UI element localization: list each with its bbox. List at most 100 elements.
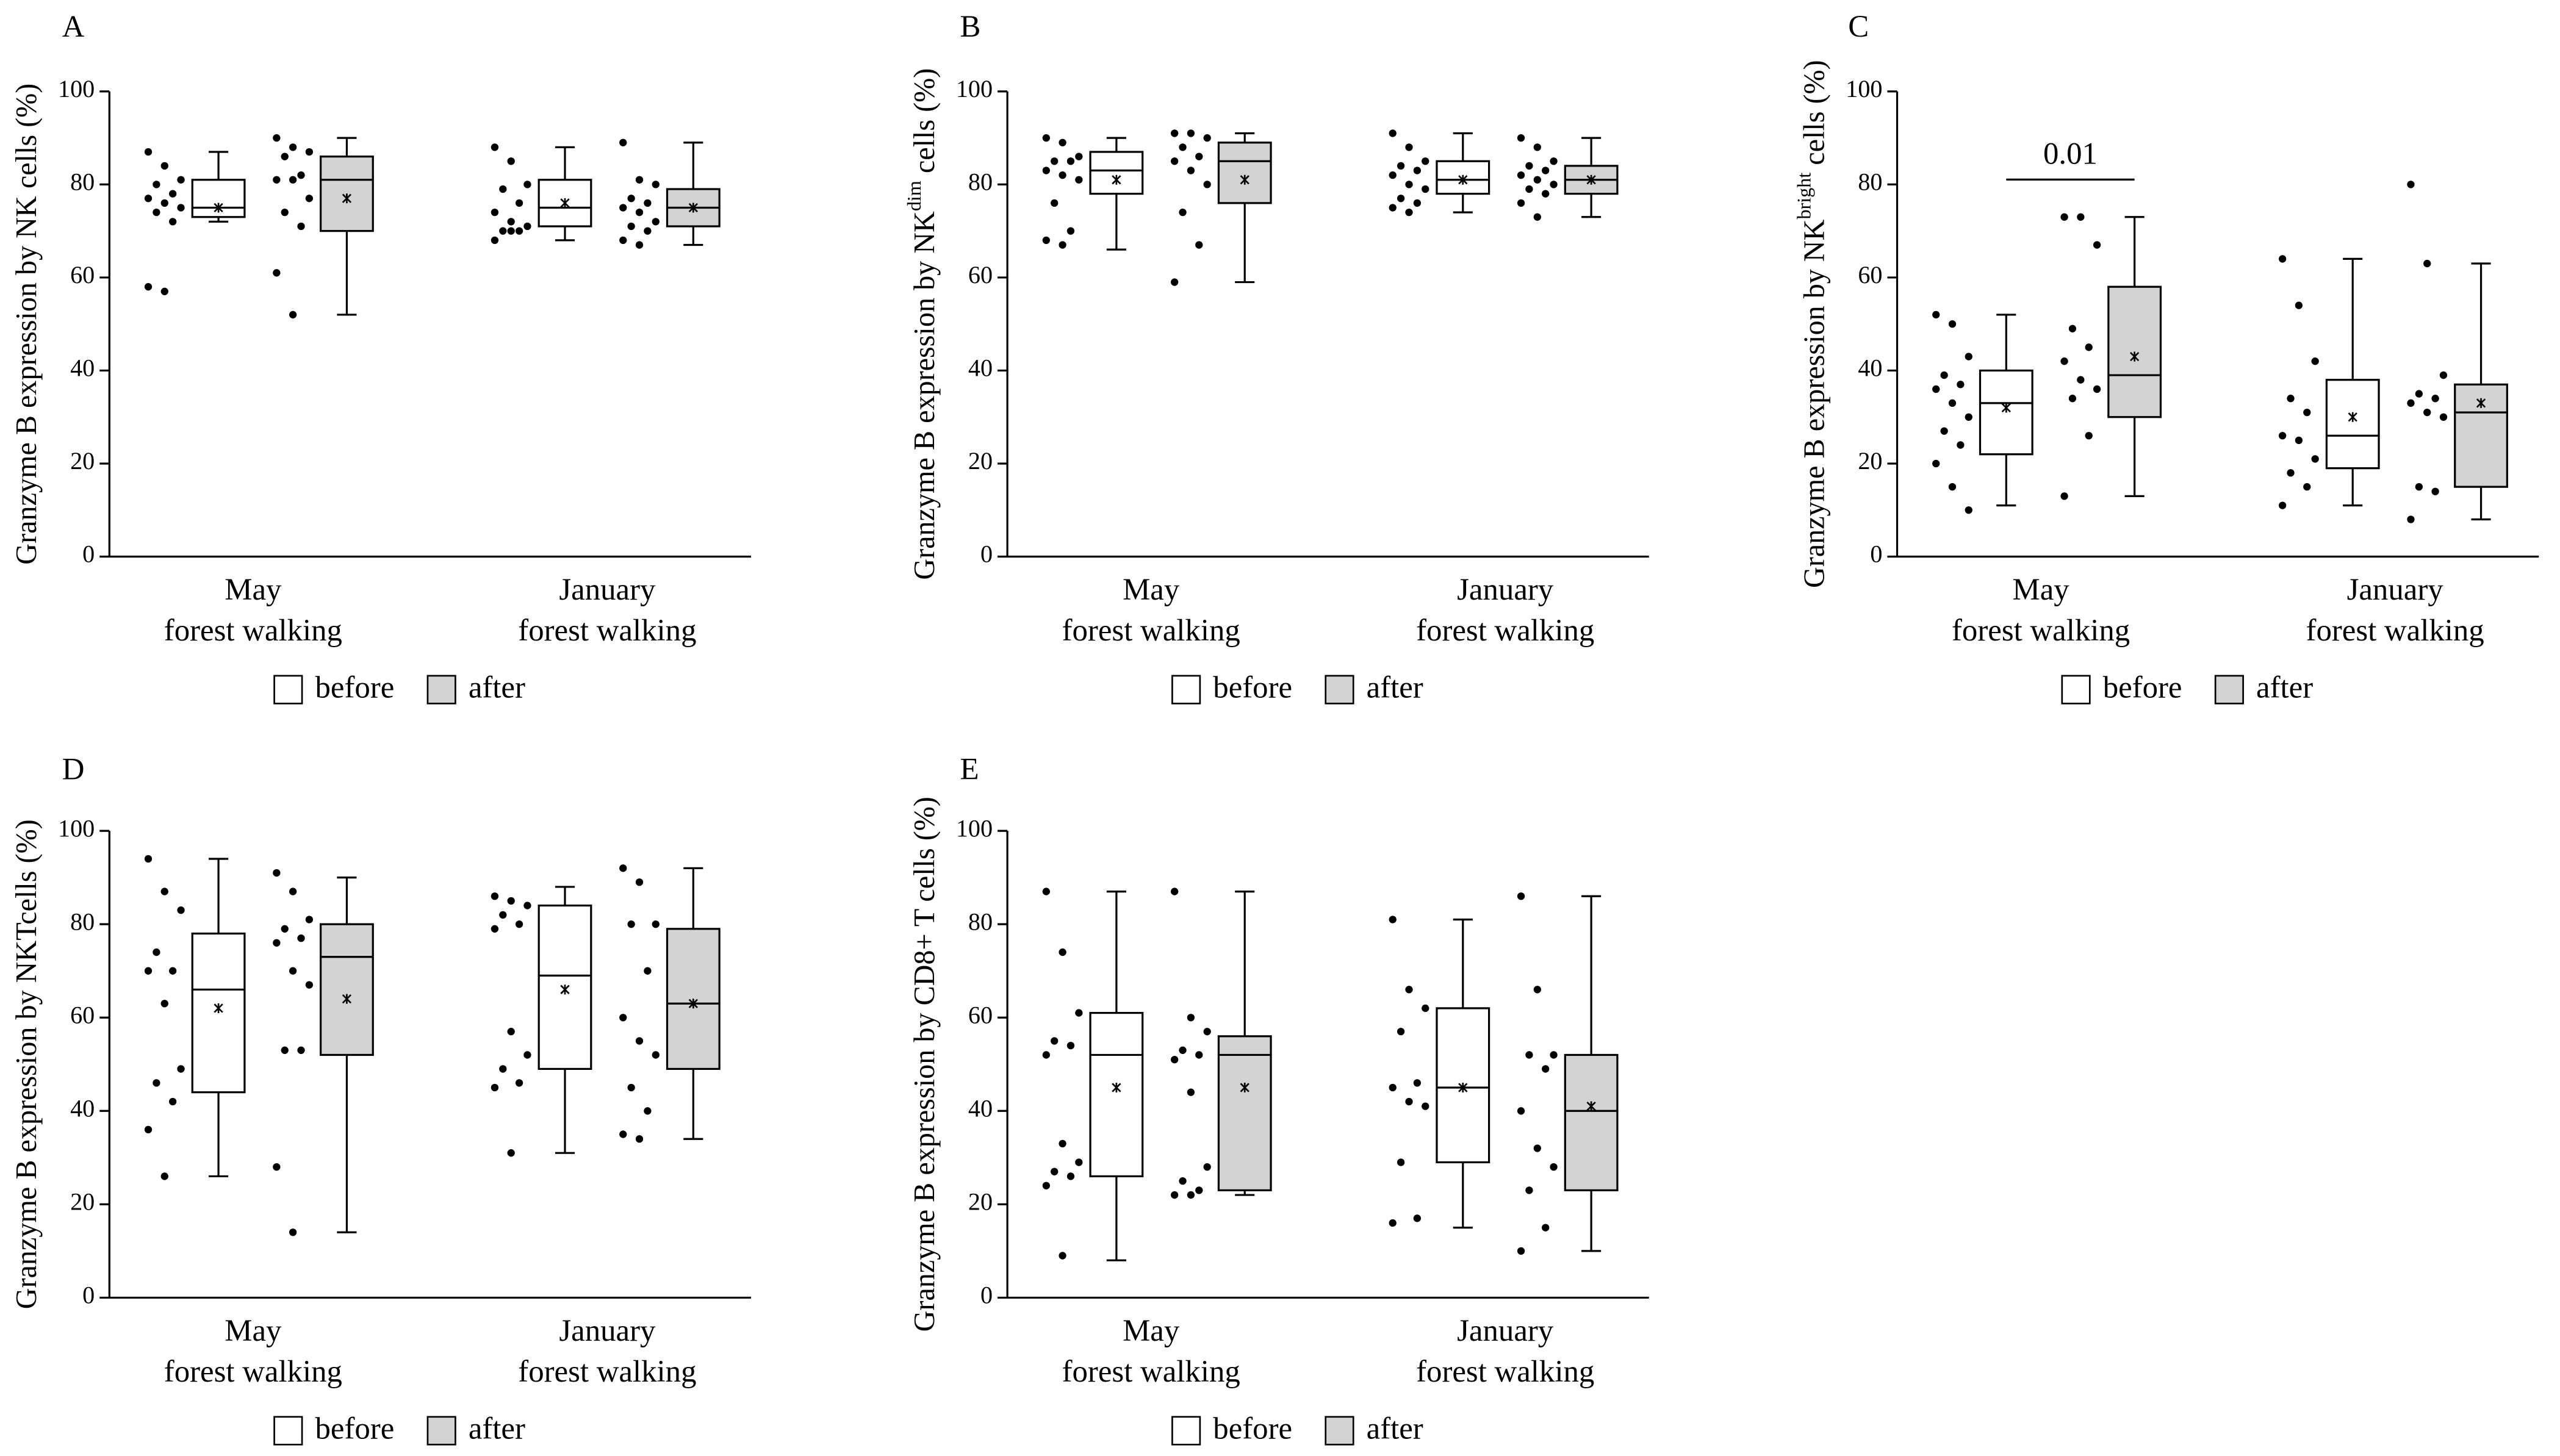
data-point	[1533, 176, 1541, 184]
data-point	[1195, 1051, 1203, 1059]
data-point	[515, 920, 523, 928]
y-tick-label: 40	[1858, 354, 1882, 382]
data-point	[2060, 492, 2068, 500]
data-point	[1389, 204, 1397, 212]
box	[2454, 383, 2508, 488]
data-point	[1542, 1224, 1550, 1232]
data-point	[1517, 892, 1525, 900]
y-tick-label: 20	[70, 447, 95, 475]
data-point	[1075, 1158, 1083, 1166]
data-point	[177, 204, 185, 212]
data-point	[652, 1051, 660, 1059]
box	[1564, 1053, 1619, 1192]
data-point	[1389, 916, 1397, 923]
data-point	[273, 269, 281, 277]
data-point	[507, 227, 515, 235]
data-point	[491, 143, 499, 151]
data-point	[273, 869, 281, 877]
data-point	[1171, 157, 1179, 165]
data-point	[1940, 371, 1948, 379]
legend-swatch	[1171, 1416, 1201, 1446]
data-point	[169, 967, 177, 975]
y-axis-label-part: dim	[903, 181, 925, 211]
data-point	[177, 906, 185, 914]
data-point	[2407, 181, 2415, 188]
data-point	[1413, 1214, 1422, 1222]
data-point	[1059, 1252, 1066, 1260]
box	[2325, 379, 2380, 470]
data-point	[169, 218, 177, 226]
data-point	[1389, 1083, 1397, 1092]
x-tick-label: forest walking	[1416, 1354, 1594, 1388]
data-point	[1187, 1191, 1195, 1199]
panel-label: C	[1848, 9, 1869, 43]
data-point	[153, 208, 160, 217]
data-point	[1957, 381, 1965, 389]
data-point	[1203, 1028, 1211, 1036]
data-point	[1550, 157, 1558, 165]
data-point	[1932, 310, 1940, 319]
legend-label: after	[1367, 1411, 1423, 1446]
data-point	[2431, 487, 2439, 495]
data-point	[289, 143, 297, 151]
legend-label: before	[2103, 670, 2182, 705]
mean-marker	[214, 1003, 223, 1013]
data-point	[1422, 157, 1429, 165]
data-point	[1517, 1107, 1525, 1115]
data-point	[2278, 255, 2287, 263]
data-point	[1542, 190, 1550, 198]
panel-label: D	[62, 751, 85, 786]
y-tick-label: 100	[956, 814, 993, 842]
legend-label: before	[1213, 670, 1292, 705]
data-point	[1187, 1014, 1195, 1022]
data-point	[1066, 157, 1075, 165]
data-point	[1517, 1247, 1525, 1255]
panel: E Granzyme B expression by CD8+ T cells (…	[908, 751, 1649, 1446]
data-point	[619, 1130, 627, 1138]
data-point	[1932, 385, 1940, 393]
data-point	[1042, 1051, 1050, 1059]
data-point	[281, 925, 289, 933]
data-point	[1075, 1009, 1083, 1017]
data-point	[2439, 413, 2448, 421]
data-point	[1179, 208, 1187, 217]
data-point	[1066, 1041, 1075, 1050]
y-axis-label-part: Granzyme B expression by NKTcells (%)	[10, 819, 43, 1309]
data-point	[2060, 357, 2068, 365]
data-point	[491, 208, 499, 217]
x-tick-label: forest walking	[518, 1354, 696, 1388]
y-axis-label-part: cells (%)	[1798, 60, 1830, 173]
mean-marker	[1586, 174, 1596, 185]
data-point	[1550, 181, 1558, 188]
data-point	[153, 181, 160, 188]
data-point	[160, 888, 168, 895]
y-axis-label-part: cells (%)	[908, 68, 941, 181]
mean-marker	[214, 203, 223, 213]
data-point	[1517, 134, 1525, 142]
data-point	[1550, 1163, 1558, 1171]
data-point	[160, 287, 168, 295]
data-point	[2423, 408, 2431, 417]
data-point	[2085, 343, 2093, 351]
y-tick-label: 0	[82, 540, 95, 568]
data-point	[144, 195, 153, 203]
data-point	[2093, 385, 2101, 393]
data-point	[523, 902, 531, 909]
data-point	[305, 981, 314, 989]
data-point	[1179, 1046, 1187, 1054]
x-tick-label: May	[1123, 1313, 1180, 1347]
data-point	[1059, 171, 1066, 179]
legend-swatch	[1325, 1416, 1354, 1446]
data-point	[635, 878, 644, 886]
data-point	[635, 176, 644, 184]
data-point	[523, 1051, 531, 1059]
data-point	[281, 152, 289, 160]
data-point	[1948, 482, 1957, 491]
data-point	[177, 176, 185, 184]
data-point	[2431, 395, 2439, 403]
data-point	[153, 1079, 160, 1087]
panel: C Granzyme B expression by NKbright cells…	[1793, 9, 2539, 705]
data-point	[1533, 986, 1541, 994]
data-point	[1422, 185, 1429, 193]
x-tick-label: forest walking	[164, 1354, 342, 1388]
